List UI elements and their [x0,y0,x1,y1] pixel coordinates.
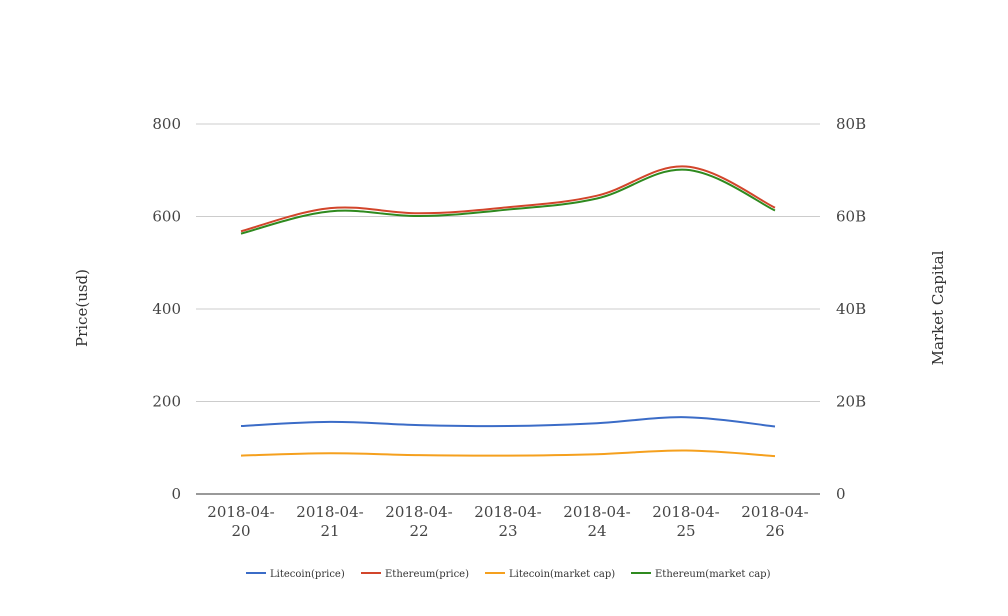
y-tick-label: 200 [152,393,181,411]
series-line-litecoin-market-cap [240,449,776,458]
y-tick-label: 0 [171,485,181,503]
y-axis-title: Price(usd) [73,269,91,347]
x-tick-label: 23 [498,522,517,540]
legend-label: Litecoin(market cap) [509,569,615,580]
x-tick-label: 20 [231,522,250,540]
y-tick-label: 400 [152,300,181,318]
legend-label: Litecoin(price) [270,569,345,580]
x-tick-label: 2018-04- [474,503,541,521]
legend-label: Ethereum(market cap) [655,569,771,580]
x-tick-label: 24 [587,522,606,540]
x-tick-label: 2018-04- [563,503,630,521]
y-tick-label: 800 [152,115,181,133]
x-tick-label: 2018-04- [385,503,452,521]
y2-tick-label: 80B [836,115,866,133]
y2-tick-label: 20B [836,393,866,411]
y2-tick-label: 0 [836,485,846,503]
y2-tick-label: 40B [836,300,866,318]
x-tick-label: 22 [409,522,428,540]
y-tick-label: 600 [152,208,181,226]
legend-label: Ethereum(price) [385,569,469,580]
x-tick-label: 26 [765,522,784,540]
legend-item[interactable]: Ethereum(price) [361,569,469,580]
series-line-ethereum-price [240,165,776,233]
x-tick-label: 2018-04- [652,503,719,521]
x-tick-label: 2018-04- [207,503,274,521]
legend-item[interactable]: Litecoin(price) [246,569,345,580]
legend[interactable]: Litecoin(price) Ethereum(price) Litecoin(m… [246,569,771,580]
x-tick-label: 2018-04- [296,503,363,521]
x-tick-label: 25 [676,522,695,540]
x-tick-label: 2018-04- [741,503,808,521]
x-axis: 2018-04-202018-04-212018-04-222018-04-23… [207,503,808,540]
legend-item[interactable]: Ethereum(market cap) [631,569,771,580]
series-line-ethereum-market-cap [240,168,776,235]
series-lines [240,165,776,458]
y2-tick-label: 60B [836,208,866,226]
legend-item[interactable]: Litecoin(market cap) [485,569,615,580]
x-tick-label: 21 [320,522,339,540]
series-line-litecoin-price [240,416,776,428]
y2-axis-title: Market Capital [929,250,947,365]
y-axis-left: 0 200 400 600 800 [152,115,181,503]
y-axis-right: 0 20B 40B 60B 80B [836,115,866,503]
